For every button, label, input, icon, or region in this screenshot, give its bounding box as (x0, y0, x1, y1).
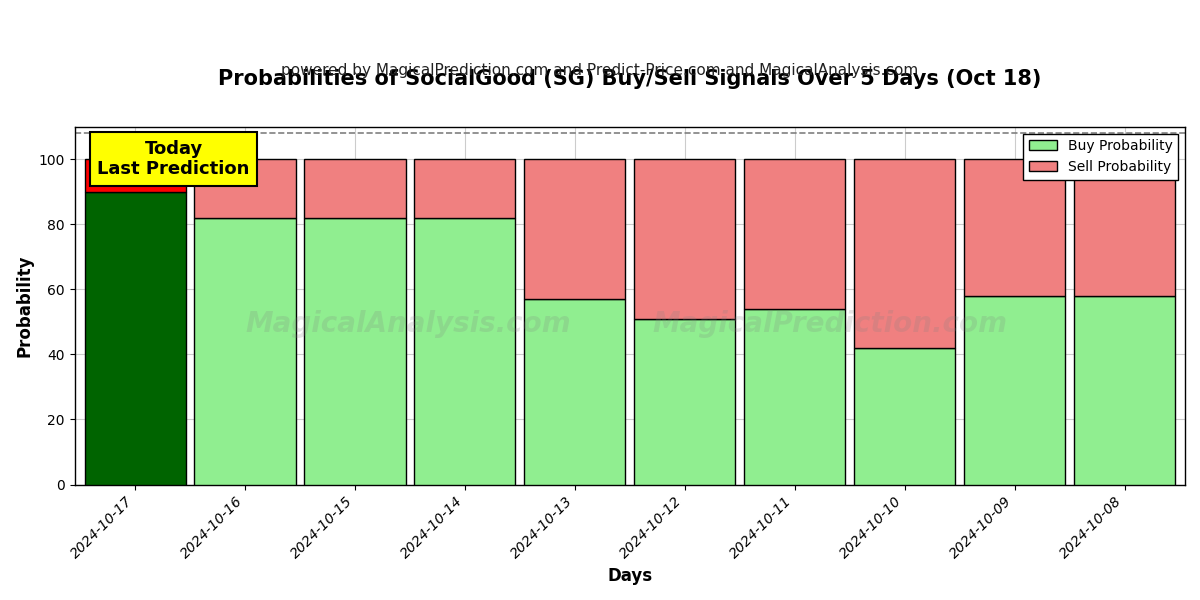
Bar (1074, 159, 1175, 296)
Legend: Buy Probability, Sell Probability: Buy Probability, Sell Probability (1024, 134, 1178, 179)
Title: Probabilities of SocialGood (SG) Buy/Sell Signals Over 5 Days (Oct 18): Probabilities of SocialGood (SG) Buy/Sel… (218, 69, 1042, 89)
Bar (635, 319, 736, 485)
Bar (854, 348, 955, 485)
Bar (524, 299, 625, 485)
Bar (524, 159, 625, 299)
Bar (194, 159, 295, 218)
Bar (964, 296, 1066, 485)
Bar (414, 218, 516, 485)
Bar (84, 192, 186, 485)
Text: powered by MagicalPrediction.com and Predict-Price.com and MagicalAnalysis.com: powered by MagicalPrediction.com and Pre… (281, 63, 919, 78)
Bar (744, 309, 845, 485)
Bar (194, 218, 295, 485)
Bar (964, 159, 1066, 296)
Bar (414, 159, 516, 218)
X-axis label: Days: Days (607, 567, 653, 585)
Text: Today
Last Prediction: Today Last Prediction (97, 140, 250, 178)
Bar (744, 159, 845, 309)
Bar (854, 159, 955, 348)
Bar (84, 159, 186, 192)
Bar (305, 218, 406, 485)
Bar (1074, 296, 1175, 485)
Y-axis label: Probability: Probability (16, 254, 34, 357)
Text: MagicalPrediction.com: MagicalPrediction.com (652, 310, 1007, 338)
Text: MagicalAnalysis.com: MagicalAnalysis.com (245, 310, 570, 338)
Bar (635, 159, 736, 319)
Bar (305, 159, 406, 218)
